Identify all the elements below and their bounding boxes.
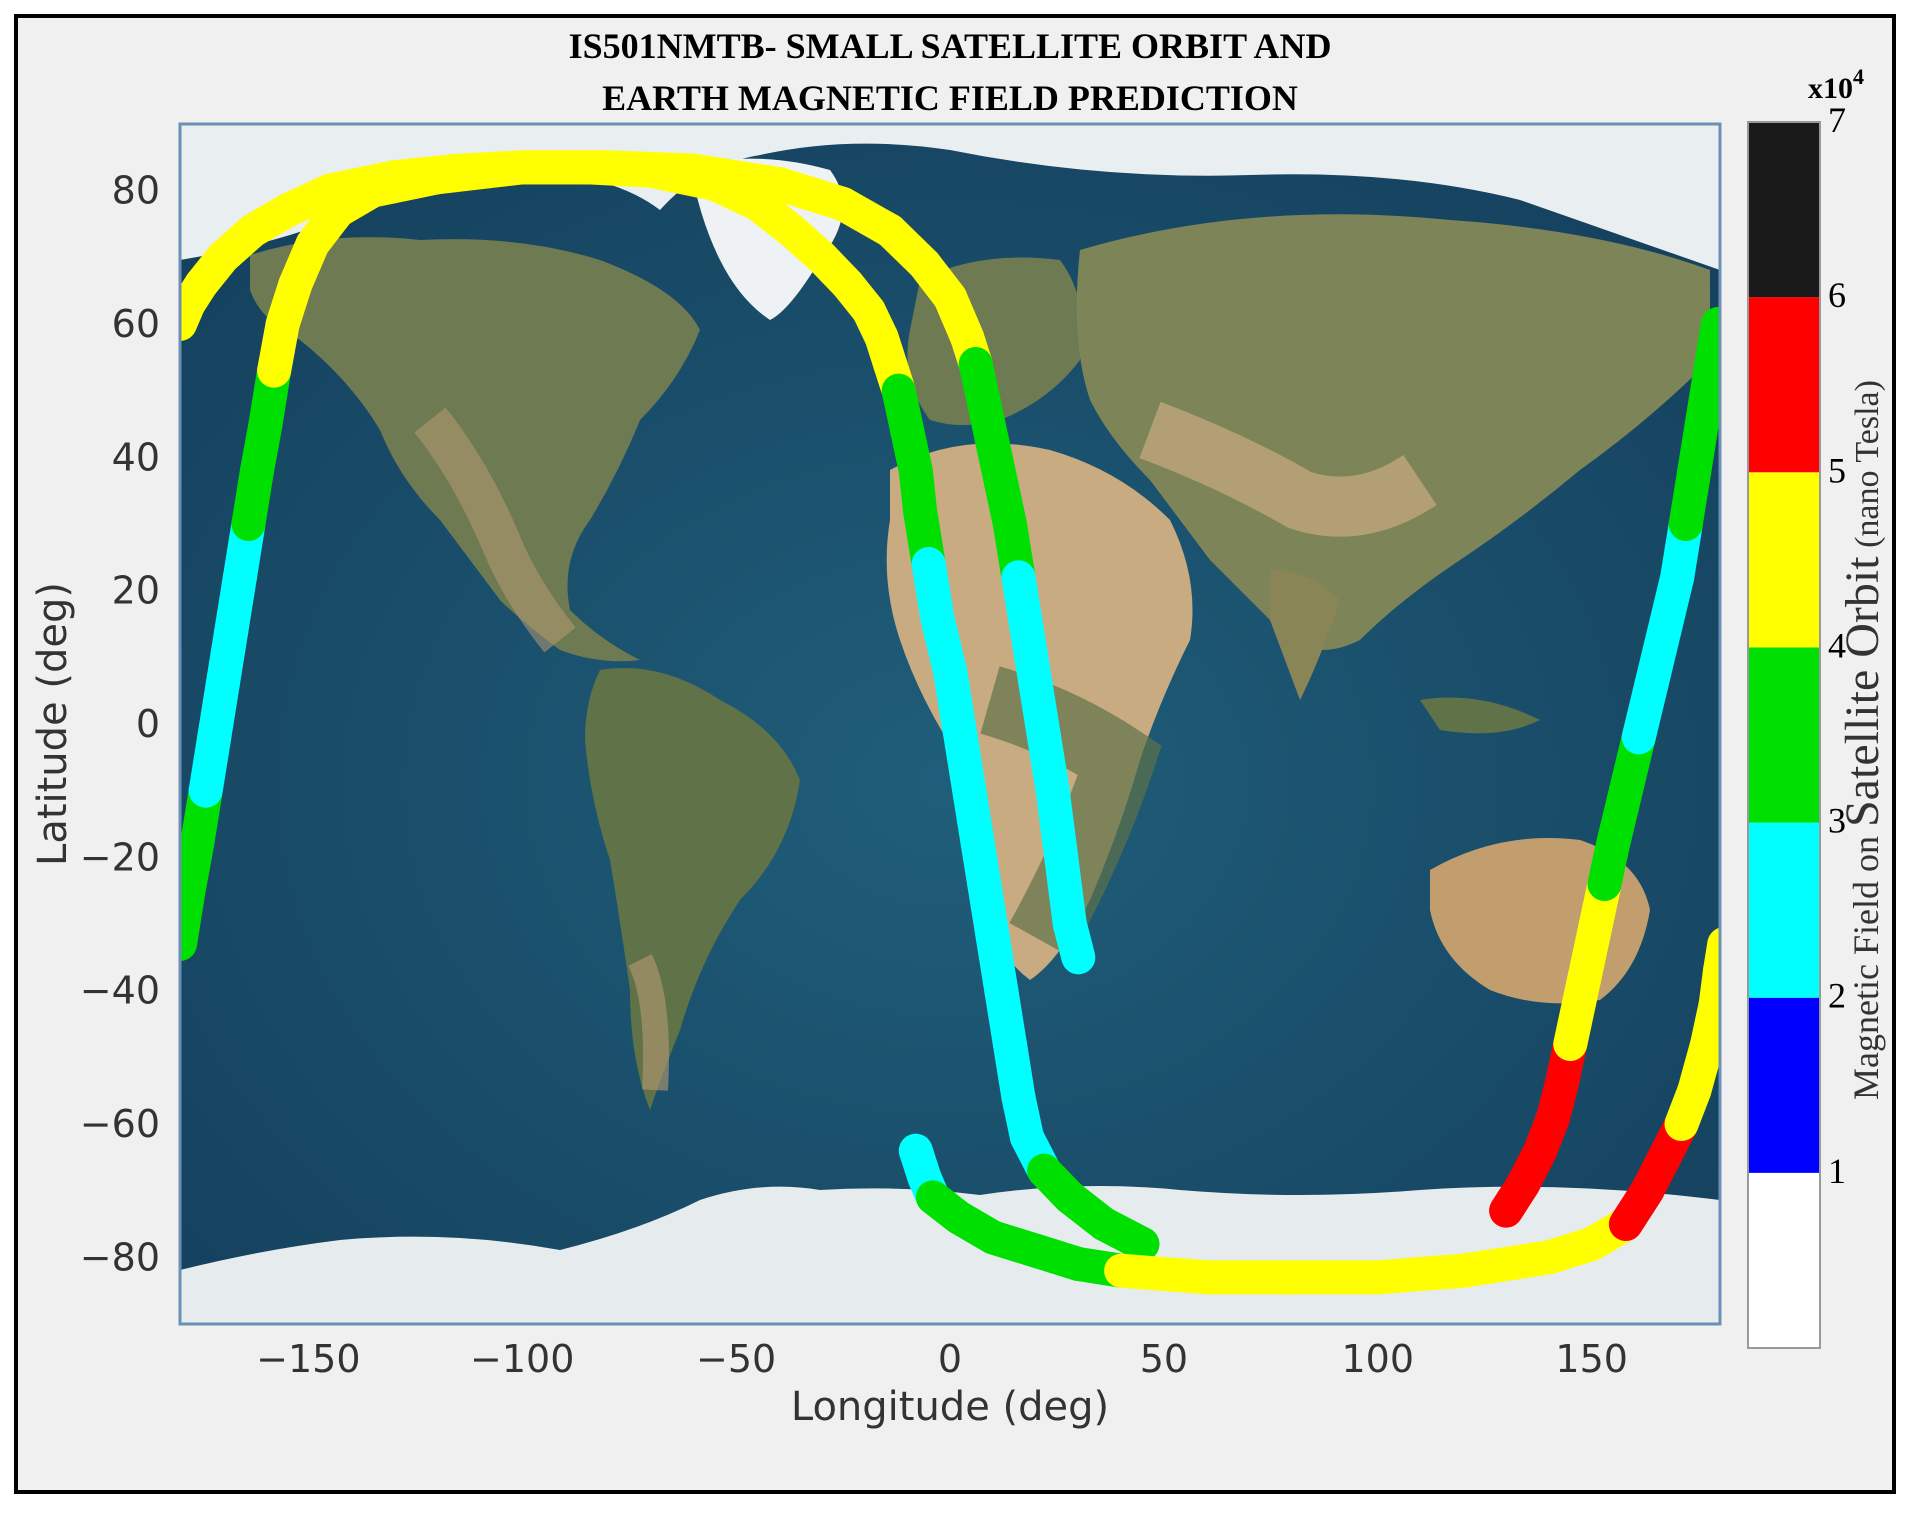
plot-area-border xyxy=(178,122,1722,1326)
y-tick-label: 0 xyxy=(136,702,160,746)
colorbar: 1 2 3 4 5 6 7 xyxy=(1747,100,1846,1349)
colorbar-tick-label: 3 xyxy=(1828,801,1846,841)
colorbar-band xyxy=(1748,122,1820,298)
colorbar-border xyxy=(1747,121,1821,1349)
y-tick-label: 60 xyxy=(112,302,160,346)
x-tick-label: −50 xyxy=(696,1337,776,1381)
y-tick-label: −80 xyxy=(80,1235,160,1279)
x-tick-label: 150 xyxy=(1555,1337,1628,1381)
y-axis-label: Latitude (deg) xyxy=(30,582,76,866)
orbit-segment xyxy=(1052,907,1096,975)
orbit-track xyxy=(180,150,1720,1295)
orbit-segment xyxy=(1087,1207,1160,1261)
colorbar-tick-label: 1 xyxy=(1828,1151,1846,1191)
y-tick-label: −40 xyxy=(80,969,160,1013)
x-axis-label: Longitude (deg) xyxy=(791,1384,1109,1430)
y-tick-label: −60 xyxy=(80,1102,160,1146)
chart-title-line-1: IS501NMTB- SMALL SATELLITE ORBIT AND xyxy=(569,26,1332,66)
colorbar-tick-label: 2 xyxy=(1828,976,1846,1016)
y-axis: 80 60 40 20 0 −20 −40 −60 −80 xyxy=(80,169,160,1280)
colorbar-band xyxy=(1748,1172,1820,1348)
colorbar-tick-label: 4 xyxy=(1828,625,1846,665)
colorbar-label: Magnetic Field on Satellite Orbit (nano … xyxy=(1836,380,1889,1100)
colorbar-band xyxy=(1748,647,1820,823)
colorbar-band xyxy=(1748,997,1820,1173)
colorbar-band xyxy=(1748,822,1820,998)
world-map-background xyxy=(180,124,1720,1324)
colorbar-band xyxy=(1748,297,1820,473)
y-tick-label: 40 xyxy=(112,435,160,479)
x-tick-label: −150 xyxy=(256,1337,360,1381)
orbit-segment xyxy=(1694,307,1720,381)
x-tick-label: 100 xyxy=(1342,1337,1415,1381)
y-tick-label: 80 xyxy=(112,169,160,213)
colorbar-tick-label: 5 xyxy=(1828,450,1846,490)
chart-title-line-2: EARTH MAGNETIC FIELD PREDICTION xyxy=(602,78,1298,118)
y-tick-label: 20 xyxy=(112,569,160,613)
colorbar-band xyxy=(1748,472,1820,648)
colorbar-tick-label: 6 xyxy=(1828,275,1846,315)
x-axis: −150 −100 −50 0 50 100 150 xyxy=(256,1337,1628,1381)
x-tick-label: −100 xyxy=(470,1337,574,1381)
colorbar-exponent: x104 xyxy=(1808,64,1864,105)
y-tick-label: −20 xyxy=(80,835,160,879)
x-tick-label: 50 xyxy=(1140,1337,1188,1381)
x-tick-label: 0 xyxy=(938,1337,962,1381)
colorbar-tick-label: 7 xyxy=(1828,100,1846,140)
